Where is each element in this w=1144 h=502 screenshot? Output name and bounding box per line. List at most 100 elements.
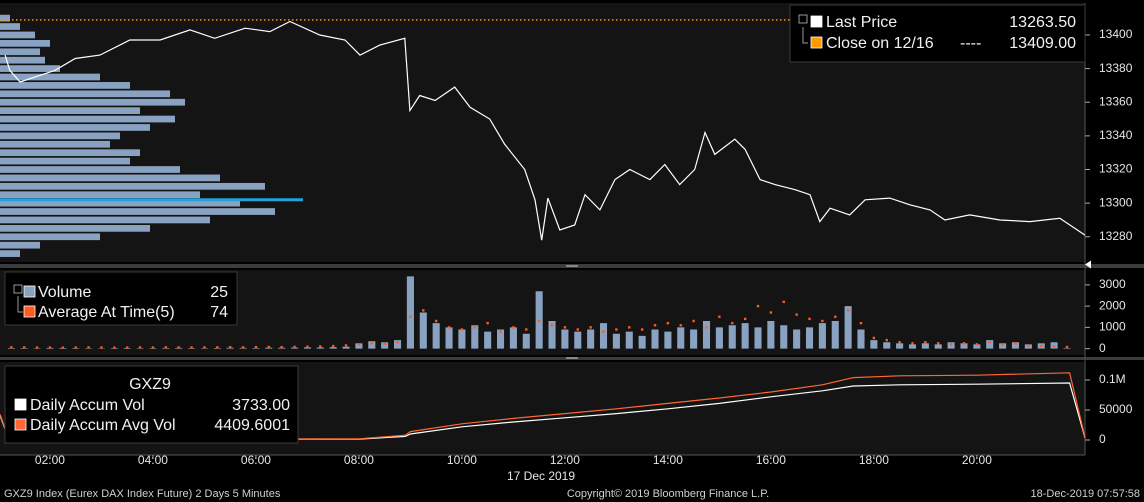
legend-swatch bbox=[23, 305, 36, 318]
legend-value: 13263.50 bbox=[1009, 14, 1076, 31]
volume-bar bbox=[857, 329, 865, 349]
avg-dot bbox=[177, 346, 180, 349]
legend-label: Daily Accum Vol bbox=[30, 397, 145, 414]
volume-bar bbox=[574, 331, 582, 349]
avg-dot bbox=[228, 346, 232, 349]
legend-label: Volume bbox=[38, 284, 91, 301]
legend-label: Average At Time(5) bbox=[38, 304, 175, 321]
volume-bar bbox=[728, 325, 736, 349]
avg-dot bbox=[988, 341, 991, 344]
avg-dot bbox=[640, 328, 644, 331]
volume-bar bbox=[793, 329, 801, 349]
volume-bar bbox=[690, 329, 698, 349]
legend-swatch bbox=[810, 15, 823, 28]
profile-bar bbox=[0, 149, 140, 157]
y-tick-label: 0.1M bbox=[1099, 372, 1126, 386]
avg-dot bbox=[705, 326, 708, 329]
avg-dot bbox=[486, 321, 489, 325]
x-tick-label: 10:00 bbox=[447, 453, 477, 467]
volume-bar bbox=[934, 344, 942, 349]
avg-dot bbox=[396, 341, 399, 344]
profile-bar bbox=[0, 191, 200, 199]
avg-dot bbox=[460, 328, 464, 331]
legend-swatch bbox=[14, 398, 27, 411]
volume-bar bbox=[973, 344, 981, 349]
volume-bar bbox=[381, 342, 389, 349]
volume-bar bbox=[406, 276, 414, 349]
avg-dot bbox=[499, 330, 502, 333]
avg-dot bbox=[576, 328, 579, 331]
volume-bar bbox=[342, 346, 350, 349]
volume-bar bbox=[908, 344, 917, 349]
avg-dot bbox=[975, 343, 979, 346]
avg-dot bbox=[679, 324, 682, 327]
volume-bar bbox=[818, 323, 826, 349]
y-tick-label: 13300 bbox=[1099, 195, 1133, 209]
avg-dot bbox=[911, 342, 914, 345]
y-tick-label: 2000 bbox=[1099, 298, 1126, 312]
volume-bar bbox=[329, 347, 337, 349]
volume-bar bbox=[522, 333, 530, 349]
avg-dot bbox=[203, 346, 206, 349]
y-tick-label: 50000 bbox=[1099, 402, 1133, 416]
legend-style: ---- bbox=[960, 35, 981, 52]
volume-bar bbox=[303, 347, 311, 349]
avg-dot bbox=[525, 328, 528, 331]
avg-dot bbox=[859, 321, 863, 325]
y-tick-label: 0 bbox=[1099, 432, 1106, 446]
avg-dot bbox=[216, 346, 219, 349]
avg-dot bbox=[743, 317, 747, 321]
avg-dot bbox=[756, 304, 760, 308]
volume-bar bbox=[561, 329, 569, 349]
legend-connector bbox=[17, 296, 23, 313]
volume-bar bbox=[432, 323, 440, 349]
volume-bar bbox=[458, 329, 466, 349]
volume-bar bbox=[1063, 348, 1071, 349]
volume-bar bbox=[986, 340, 994, 349]
avg-dot bbox=[190, 346, 193, 349]
legend-connector bbox=[802, 27, 808, 44]
profile-bar bbox=[0, 182, 265, 190]
avg-dot bbox=[563, 326, 567, 329]
profile-bar bbox=[0, 23, 20, 30]
x-tick-label: 04:00 bbox=[138, 453, 168, 467]
volume-bar bbox=[677, 327, 685, 349]
volume-bar bbox=[496, 329, 505, 349]
avg-dot bbox=[821, 319, 824, 323]
profile-highlight bbox=[0, 198, 303, 202]
legend-value: 3733.00 bbox=[232, 397, 290, 414]
volume-bar bbox=[638, 335, 646, 349]
avg-dot bbox=[87, 346, 90, 349]
volume-bar bbox=[754, 327, 762, 349]
avg-dot bbox=[164, 346, 168, 349]
avg-dot bbox=[872, 336, 876, 340]
x-tick-label: 14:00 bbox=[653, 453, 683, 467]
volume-bar bbox=[419, 312, 427, 349]
volume-bar bbox=[702, 321, 711, 349]
volume-bar bbox=[741, 323, 749, 349]
avg-dot bbox=[422, 309, 425, 312]
volume-bar bbox=[625, 331, 633, 349]
avg-dot bbox=[113, 346, 116, 349]
profile-bar bbox=[0, 73, 100, 81]
legend-value: 4409.6001 bbox=[214, 417, 290, 434]
volume-bar bbox=[805, 327, 814, 349]
volume-bar bbox=[394, 340, 402, 349]
avg-dot bbox=[589, 326, 592, 329]
avg-dot bbox=[666, 321, 670, 325]
avg-dot bbox=[962, 342, 966, 345]
volume-bar bbox=[445, 327, 453, 349]
avg-dot bbox=[447, 326, 451, 329]
avg-dot bbox=[293, 345, 296, 349]
volume-bar bbox=[509, 327, 517, 349]
avg-dot bbox=[769, 311, 773, 314]
volume-bar bbox=[870, 340, 878, 349]
volume-bar bbox=[355, 343, 363, 349]
legend-box bbox=[4, 365, 299, 444]
avg-dot bbox=[937, 342, 940, 345]
y-tick-label: 13360 bbox=[1099, 94, 1133, 108]
x-tick-label: 16:00 bbox=[756, 453, 786, 467]
volume-bar bbox=[844, 306, 852, 349]
avg-dot bbox=[602, 330, 605, 333]
